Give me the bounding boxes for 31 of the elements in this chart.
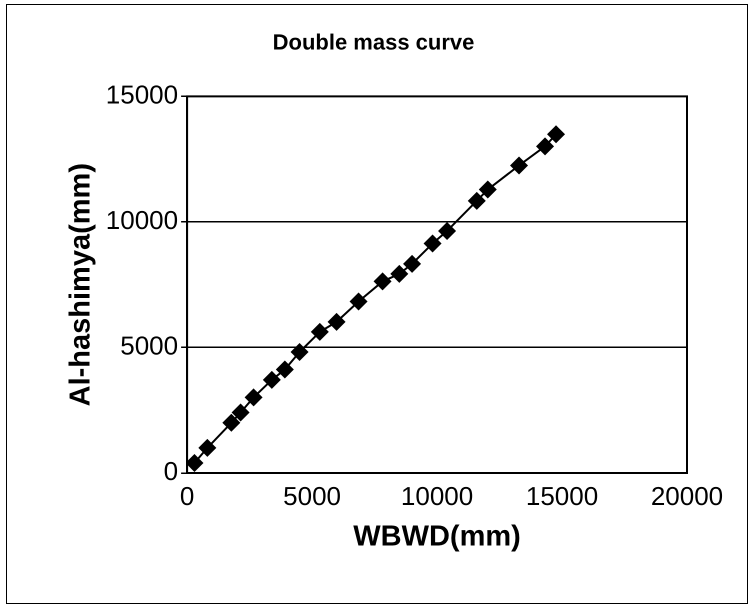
- point: [276, 360, 294, 379]
- x-tick-label: 5000: [283, 480, 341, 511]
- point: [222, 414, 240, 432]
- y-tick-label: 5000: [120, 330, 178, 361]
- point: [232, 403, 250, 422]
- x-tick-label: 15000: [526, 480, 598, 511]
- point: [438, 222, 456, 240]
- point: [350, 292, 368, 311]
- point: [478, 180, 497, 199]
- point: [328, 312, 346, 331]
- point: [374, 272, 392, 290]
- y-axis-title: Al-hashimya(mm): [64, 163, 96, 406]
- x-axis-title: WBWD(mm): [353, 520, 521, 553]
- chart-title: Double mass curve: [272, 29, 474, 54]
- point: [310, 322, 329, 341]
- point: [390, 264, 408, 283]
- y-tick-label: 15000: [106, 80, 178, 110]
- point: [424, 234, 442, 253]
- point: [262, 370, 281, 389]
- point: [198, 438, 216, 457]
- point: [290, 342, 309, 361]
- point: [468, 192, 486, 210]
- point: [244, 388, 263, 406]
- point: [510, 156, 528, 174]
- point: [403, 254, 422, 273]
- y-tick-label: 10000: [106, 205, 178, 236]
- point: [547, 125, 566, 144]
- point: [536, 137, 554, 156]
- x-tick-label: 20000: [650, 480, 724, 511]
- x-tick-label: 10000: [400, 480, 474, 511]
- y-tick-label: 0: [164, 456, 178, 486]
